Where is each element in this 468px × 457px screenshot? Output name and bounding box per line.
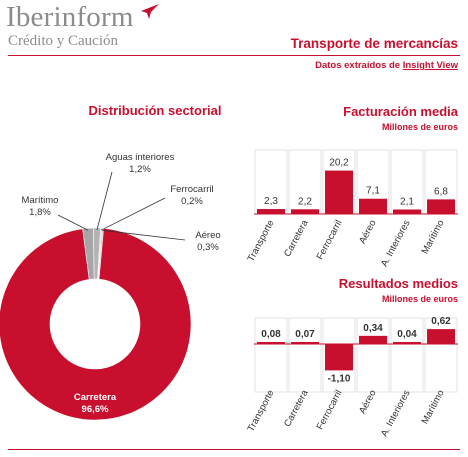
bar-label-3: 0,34: [363, 323, 383, 334]
bar-3: [359, 198, 387, 214]
donut-value-1: 1,2%: [129, 164, 151, 175]
bar-0: [257, 342, 285, 344]
revenue-title: Facturación media: [343, 104, 459, 119]
bar-label-2: -1,10: [328, 373, 351, 384]
brand-name: Iberinform: [6, 1, 134, 33]
bar-category-5: Marítimo: [420, 218, 447, 256]
bar-category-2: Ferrocarril: [315, 218, 345, 261]
bar-category-2: Ferrocarril: [315, 388, 345, 431]
results-marks: 0,08 Transporte 0,07 Carretera -1,10 Ferrocar…: [246, 316, 458, 439]
page-title: Transporte de mercancías: [290, 36, 458, 51]
bar-1: [291, 209, 319, 214]
donut-value-0: 96,6%: [82, 404, 109, 415]
bar-label-4: 0,04: [397, 329, 417, 340]
bar-category-4: A. Interiores: [379, 388, 413, 439]
donut-label-3: Aéreo: [195, 230, 220, 241]
donut-label-1: Aguas interiores: [106, 152, 175, 163]
donut-label-0: Carretera: [74, 392, 117, 403]
bar-guide-0: [254, 317, 288, 393]
bar-label-0: 0,08: [261, 329, 281, 340]
bar-2: [325, 344, 353, 371]
bar-category-5: Marítimo: [420, 388, 447, 426]
footer-divider: [8, 449, 460, 450]
bar-guide-5: [424, 317, 458, 393]
donut-value-4: 1,8%: [29, 207, 51, 218]
bar-2: [325, 170, 353, 214]
bar-guide-1: [288, 317, 322, 393]
bar-category-3: Aéreo: [357, 218, 379, 246]
revenue-subtitle: Millones de euros: [382, 122, 458, 132]
donut-slices: [0, 227, 192, 421]
header-divider: [8, 55, 460, 56]
donut-slice-carretera: [0, 228, 192, 421]
bar-label-3: 7,1: [366, 186, 380, 197]
donut-leader-2: [100, 197, 166, 231]
plane-icon: [141, 4, 159, 19]
donut-leader-1: [96, 171, 113, 231]
bar-3: [359, 335, 387, 344]
bar-5: [427, 329, 455, 344]
bar-category-4: A. Interiores: [379, 218, 413, 269]
donut-leader-4: [57, 214, 89, 231]
bar-5: [427, 199, 455, 214]
bar-category-1: Carretera: [282, 218, 311, 259]
bar-category-0: Transporte: [246, 388, 277, 433]
bar-label-5: 0,62: [431, 316, 451, 327]
bar-label-2: 20,2: [329, 158, 349, 169]
data-source: Datos extraídos de Insight View: [315, 60, 458, 71]
brand: Iberinform Crédito y Caución: [6, 1, 134, 50]
bar-label-1: 0,07: [295, 329, 315, 340]
bar-1: [291, 342, 319, 344]
donut-label-4: Marítimo: [22, 195, 59, 206]
donut-label-2: Ferrocarril: [170, 184, 213, 195]
bar-guide-2: [322, 317, 356, 393]
bar-4: [393, 342, 421, 344]
bar-category-0: Transporte: [246, 218, 277, 263]
results-title: Resultados medios: [339, 276, 458, 291]
bar-guide-4: [390, 317, 424, 393]
results-chart: Resultados medios Millones de euros 0,08…: [246, 276, 458, 439]
bar-label-1: 2,2: [298, 196, 312, 207]
bar-category-1: Carretera: [282, 388, 311, 429]
results-subtitle: Millones de euros: [382, 294, 458, 304]
brand-subtitle: Crédito y Caución: [8, 33, 118, 49]
data-source-highlight: Insight View: [402, 60, 458, 71]
bar-guide-3: [356, 317, 390, 393]
donut-title: Distribución sectorial: [89, 103, 222, 118]
revenue-marks: 2,3 Transporte 2,2 Carretera 20,2 Ferrocarril…: [246, 149, 458, 269]
donut-value-2: 0,2%: [181, 196, 203, 207]
revenue-chart: Facturación media Millones de euros 2,3 T…: [246, 104, 459, 269]
donut-value-3: 0,3%: [197, 242, 219, 253]
bar-4: [393, 209, 421, 214]
donut-leader-3: [102, 229, 186, 241]
data-source-prefix: Datos extraídos de: [315, 60, 403, 71]
bar-label-0: 2,3: [264, 196, 278, 207]
bar-0: [257, 209, 285, 214]
bar-category-3: Aéreo: [357, 388, 379, 416]
bar-label-5: 6,8: [434, 186, 448, 197]
bar-label-4: 2,1: [400, 196, 414, 207]
